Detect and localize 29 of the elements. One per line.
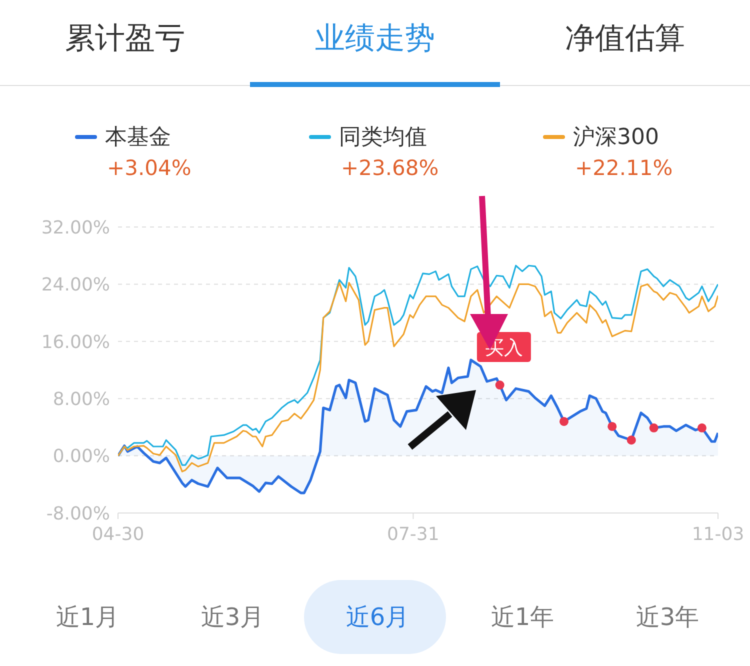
text: 近1年 bbox=[490, 602, 556, 633]
y-tick-label: 24.00% bbox=[41, 274, 110, 296]
point bbox=[559, 416, 569, 426]
legend-label: 本基金 bbox=[105, 124, 171, 152]
point bbox=[495, 380, 504, 390]
text: 业绩走势 bbox=[314, 20, 436, 58]
point bbox=[626, 436, 636, 445]
point bbox=[697, 423, 706, 432]
text: +22.11% bbox=[575, 156, 674, 180]
x-tick-label: 07-31 bbox=[387, 524, 440, 545]
text: +3.04% bbox=[107, 156, 192, 180]
x-tick-label: 04-30 bbox=[92, 524, 144, 545]
text: +23.68% bbox=[341, 156, 440, 180]
legend-label: 沪深300 bbox=[573, 124, 659, 152]
y-tick-label: -8.00% bbox=[46, 503, 110, 524]
legend-label: 同类均值 bbox=[339, 124, 427, 152]
text: 近3月 bbox=[200, 602, 266, 633]
y-tick-label: 16.00% bbox=[41, 332, 110, 353]
point bbox=[649, 423, 658, 432]
x-tick-label: 11-03 bbox=[692, 524, 744, 545]
text: 近3年 bbox=[634, 602, 700, 633]
y-tick-label: 32.00% bbox=[41, 217, 110, 238]
y-tick-label: 8.00% bbox=[52, 388, 110, 410]
point bbox=[608, 422, 617, 431]
text: 累计盈亏 bbox=[64, 20, 186, 58]
text: 近1月 bbox=[54, 602, 120, 633]
text: 近6月 bbox=[344, 602, 410, 633]
text: 净值估算 bbox=[564, 20, 686, 58]
y-tick-label: 0.00% bbox=[52, 446, 110, 468]
